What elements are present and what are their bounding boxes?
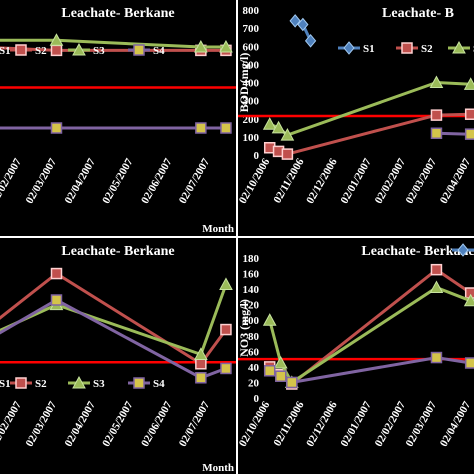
y-tick-label: 100 [243, 132, 260, 144]
series-s2-point [195, 358, 207, 370]
y-axis-label: NO3 (mg/l) [237, 299, 251, 357]
legend-swatch-marker [72, 375, 86, 389]
chart-title: Leachate- B [382, 6, 454, 21]
legend-swatch-marker [72, 42, 86, 56]
series-s3-line [0, 38, 226, 49]
legend-swatch-marker [15, 44, 27, 56]
y-tick-label: 300 [243, 96, 260, 108]
series-s4-point [50, 122, 63, 134]
y-tick-label: 400 [243, 78, 260, 90]
y-tick-label: 60 [248, 346, 260, 358]
series-s2-point [430, 109, 443, 121]
y-tick-label: 120 [243, 300, 260, 312]
y-tick-label: 20 [248, 377, 260, 389]
chart-title: Leachate- Berkane [61, 6, 174, 21]
chart-title: Leachate- Berkane [61, 244, 174, 259]
series-s2-point [281, 148, 294, 160]
series-s3-point [219, 277, 233, 290]
legend-swatch-marker [452, 40, 466, 54]
series-s4-point [263, 365, 276, 377]
legend-swatch-marker [457, 243, 469, 257]
series-s1-point [304, 34, 317, 48]
series-s3-point [194, 39, 208, 53]
series-s3-point [194, 347, 208, 360]
series-s3-point [262, 313, 277, 326]
series-s1-point [289, 14, 301, 28]
y-tick-label: 140 [243, 284, 260, 296]
y-tick-label: 700 [243, 23, 260, 35]
series-s3-point [49, 33, 64, 46]
legend-swatch-marker [133, 44, 145, 56]
series-s4-line [0, 298, 227, 380]
x-axis-label: Month [202, 462, 234, 474]
series-s4-point [464, 357, 474, 369]
series-s3-point [280, 128, 295, 141]
legend-label: S2 [35, 378, 47, 390]
legend-swatch-marker [15, 377, 27, 389]
y-tick-label: 180 [243, 253, 260, 265]
chart-title: Leachate- Berkane [361, 244, 474, 259]
legend-label: S1 [0, 45, 11, 57]
y-tick-label: 100 [243, 315, 260, 327]
series-s2-point [430, 263, 443, 276]
y-axis-label: BOD (mg/l) [237, 53, 251, 113]
y-tick-label: 80 [248, 331, 260, 343]
legend-label: S2 [421, 43, 433, 55]
y-tick-label: 0 [254, 150, 260, 162]
y-tick-label: 600 [243, 41, 260, 53]
series-s4-point [195, 122, 207, 134]
series-s3-point [273, 355, 288, 369]
series-s3-point [429, 75, 444, 88]
legend-label: S3 [93, 45, 105, 57]
series-s4-point [220, 122, 232, 134]
series-s4-point [430, 127, 443, 139]
series-s2-point [50, 267, 63, 280]
series-s3-point [219, 39, 233, 53]
series-s4-point [195, 372, 207, 384]
y-tick-label: 0 [254, 393, 260, 405]
legend-label: S4 [153, 378, 165, 390]
series-s2-point [50, 44, 63, 57]
x-axis-label: Month [202, 223, 234, 235]
series-s4-point [50, 294, 63, 306]
y-tick-label: 500 [243, 59, 260, 71]
series-s4-point [275, 370, 287, 382]
legend-swatch-marker [343, 41, 355, 55]
series-s2-point [220, 323, 232, 336]
y-tick-label: 160 [243, 269, 260, 281]
y-tick-label: 40 [248, 362, 260, 374]
legend-label: S1 [363, 43, 375, 55]
legend-swatch-marker [401, 42, 413, 54]
series-s3-point [271, 120, 286, 134]
series-s4-point [430, 351, 443, 364]
series-s4-point [464, 128, 474, 140]
series-s2-point [464, 108, 474, 120]
series-s2-line [0, 271, 228, 366]
series-s4-point [286, 376, 298, 389]
series-s4-point [220, 362, 232, 375]
y-tick-label: 800 [243, 5, 260, 17]
series-s3-point [262, 117, 277, 130]
series-s1-point [297, 17, 309, 32]
series-s3-point [429, 280, 444, 294]
legend-label: S4 [153, 45, 165, 57]
legend-label: S1 [0, 378, 11, 390]
legend-swatch-marker [133, 377, 145, 389]
legend-label: S3 [93, 378, 105, 390]
legend-label: S2 [35, 45, 47, 57]
